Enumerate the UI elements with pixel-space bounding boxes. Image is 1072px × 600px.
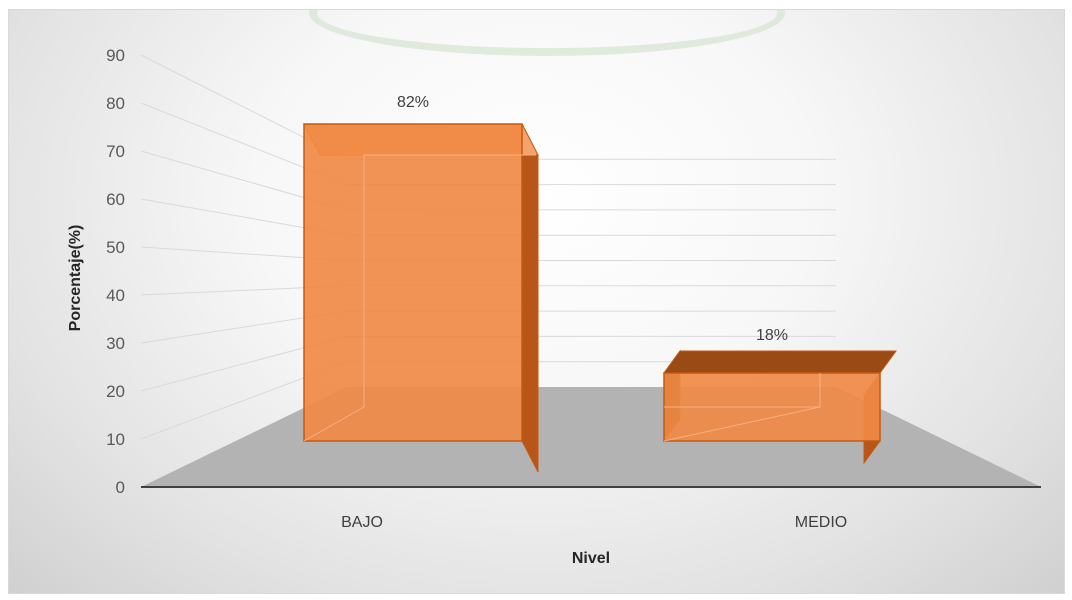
bar-side-face (521, 123, 539, 473)
y-tick-label: 50 (106, 238, 125, 257)
y-tick-label: 40 (106, 286, 125, 305)
y-tick-label: 20 (106, 382, 125, 401)
bar-medio (663, 349, 897, 465)
bar-inner-edge (363, 154, 536, 407)
y-tick-label: 70 (106, 142, 125, 161)
bar-chart: 0 10 20 30 40 50 60 70 80 90 82% BAJO 18% MEDIO Nivel P… (67, 46, 1041, 567)
y-tick-label: 30 (106, 334, 125, 353)
x-axis-title: Nivel (572, 550, 610, 567)
y-axis-title: Porcentaje(%) (67, 225, 84, 332)
x-tick-label: BAJO (341, 514, 383, 531)
data-label: 18% (756, 327, 788, 344)
x-tick-label: MEDIO (795, 514, 847, 531)
bar-inner-edge (663, 406, 821, 442)
bar-inner-edge (303, 406, 365, 442)
data-label: 82% (397, 94, 429, 111)
y-tick-label: 0 (116, 478, 125, 497)
chart-floor (141, 387, 1041, 487)
y-tick-label: 90 (106, 46, 125, 65)
bar-bajo (303, 123, 539, 473)
chart-frame: 0 10 20 30 40 50 60 70 80 90 82% BAJO 18% MEDIO Nivel P… (8, 9, 1065, 594)
bar-front-face (303, 123, 523, 442)
y-tick-label: 60 (106, 190, 125, 209)
y-tick-label: 80 (106, 94, 125, 113)
bar-top-face (663, 350, 897, 374)
y-tick-label: 10 (106, 430, 125, 449)
